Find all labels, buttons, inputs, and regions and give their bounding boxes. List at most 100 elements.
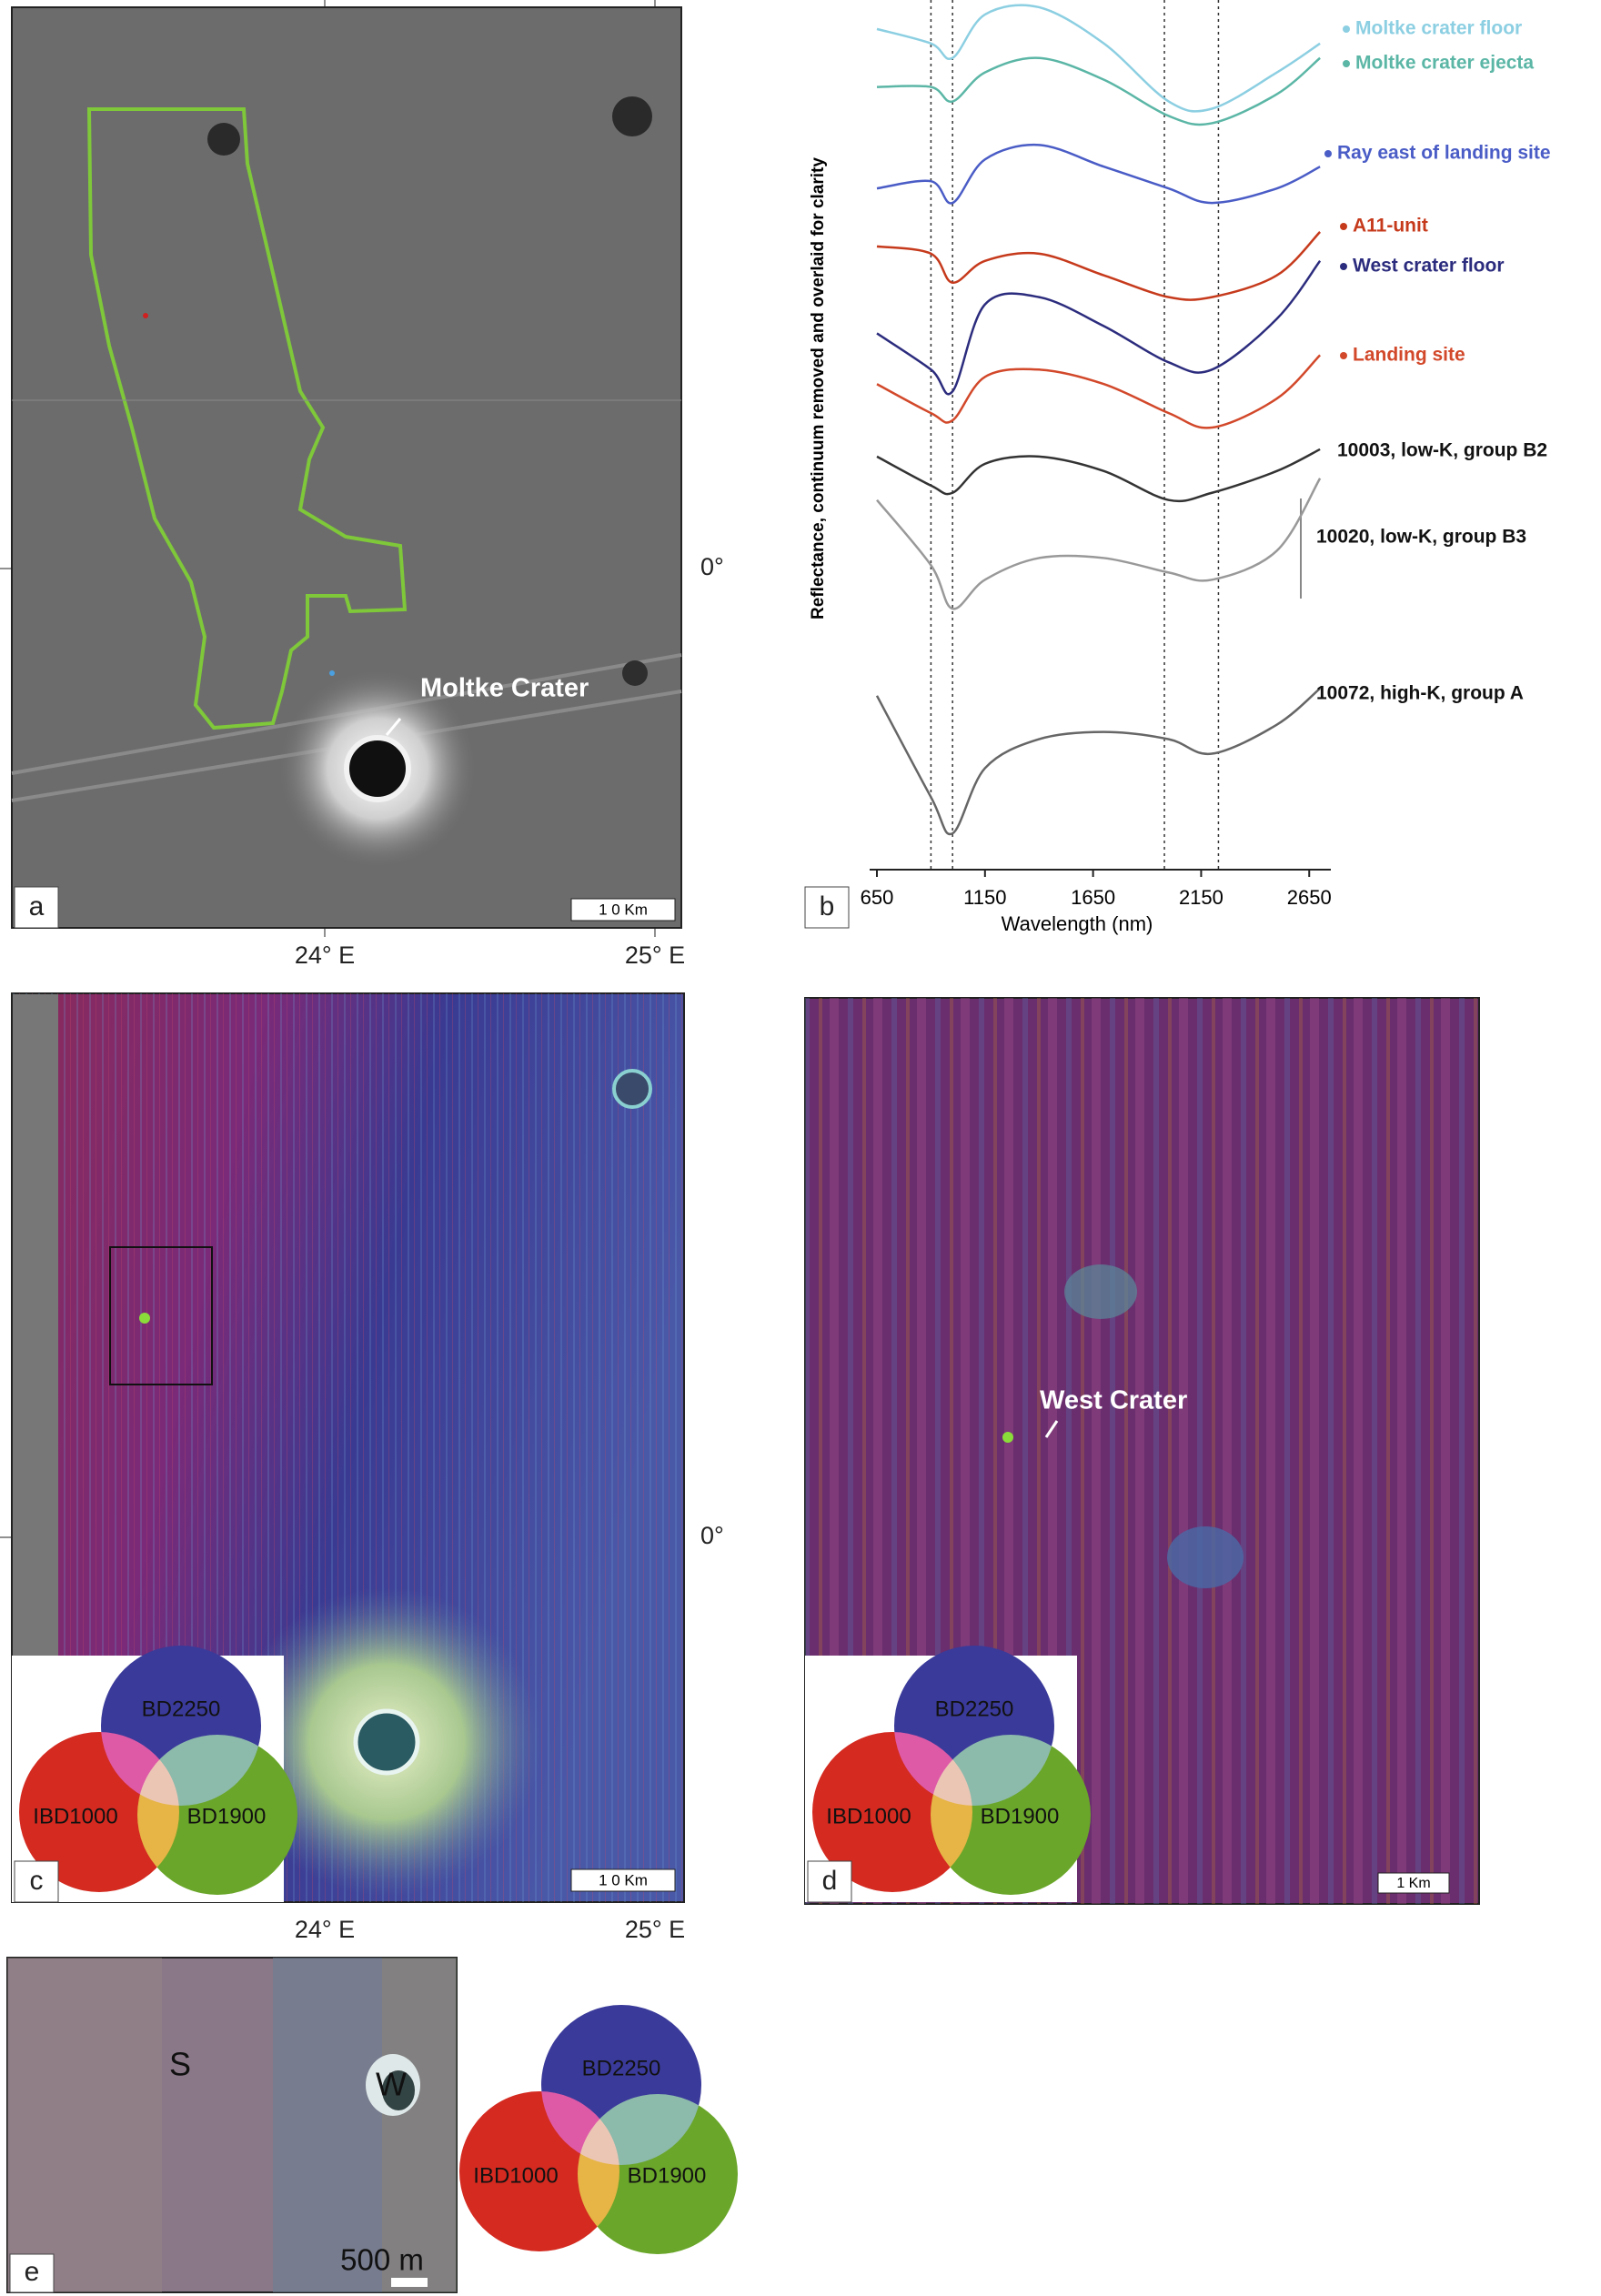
annotation: S	[169, 2046, 191, 2083]
spectrum-line	[876, 56, 1321, 126]
arrow	[1044, 1420, 1059, 1438]
spectrum-line	[876, 260, 1322, 396]
spectrum-line	[876, 4, 1321, 113]
legend-label: Ray east of landing site	[1337, 143, 1551, 164]
x-tick-label: 2150	[1179, 886, 1223, 909]
legend-label: BD1900	[981, 1804, 1060, 1828]
crater	[207, 123, 240, 156]
panel-b: Reflectance, continuum removed and overl…	[804, 0, 1551, 935]
crater	[344, 735, 411, 802]
x-axis-title: Wavelength (nm)	[1002, 912, 1153, 935]
marker	[1002, 1432, 1013, 1443]
scale-bar	[391, 2278, 428, 2287]
venn-circle	[101, 1646, 261, 1806]
scale-label: 1 0 Km	[599, 1871, 648, 1888]
panel-label: d	[822, 1866, 838, 1896]
scale-bar	[570, 1868, 676, 1892]
venn	[459, 2005, 738, 2254]
legend-label: 10003, low-K, group B2	[1337, 440, 1547, 461]
panel-label-box	[807, 1860, 852, 1903]
region-outline	[86, 107, 408, 730]
panel-d: West Crater IBD1000 BD1900 BD2250 1 Km d	[804, 997, 1480, 1905]
x-axis-label: 24° E	[295, 1916, 355, 1943]
panel-label-box	[14, 886, 59, 929]
legend-label: 10020, low-K, group B3	[1316, 527, 1526, 548]
legend-label: IBD1000	[826, 1804, 911, 1828]
legend-label: BD2250	[582, 2056, 661, 2080]
legend-label: Landing site	[1353, 345, 1465, 366]
legend-label: BD2250	[935, 1697, 1014, 1721]
y-axis-title: Reflectance, continuum removed and overl…	[809, 157, 828, 619]
arrow	[385, 718, 402, 736]
panel-label: b	[820, 891, 835, 921]
legend-label: BD1900	[628, 2163, 707, 2188]
panel-label-box	[9, 2253, 55, 2293]
legend-marker	[1340, 223, 1347, 230]
map-tile	[7, 1958, 162, 2292]
spectrum-line	[876, 143, 1321, 205]
map-tile	[382, 1958, 457, 2292]
x-tick-label: 1650	[1071, 886, 1115, 909]
annotation: West Crater	[1040, 1386, 1187, 1415]
panel-label-box	[14, 1860, 59, 1903]
panel-a: Moltke Crater 1 0 Km a 24° E 25° E 0°	[0, 0, 724, 969]
panel-c: IBD1000 BD1900 BD2250 1 0 Km c 24° E 25° E…	[0, 992, 724, 1943]
annotation: W	[376, 2066, 407, 2103]
legend-label: IBD1000	[473, 2163, 558, 2188]
legend-label: Moltke crater ejecta	[1355, 53, 1534, 74]
x-axis-label: 25° E	[625, 1916, 685, 1943]
legend-marker	[1343, 25, 1350, 33]
crater	[622, 660, 648, 686]
panel-e: S W 500 m e IBD1000 BD1900 BD2250	[6, 1957, 738, 2293]
y-axis-label: 0°	[700, 553, 724, 580]
crater	[382, 2070, 415, 2110]
panel-label: e	[25, 2257, 40, 2287]
venn	[812, 1646, 1091, 1895]
legend-label: IBD1000	[33, 1804, 117, 1828]
legend-label: BD2250	[142, 1697, 221, 1721]
scale-bar	[1377, 1872, 1450, 1894]
legend-marker	[1340, 352, 1347, 359]
map-tile	[273, 1958, 382, 2292]
crater	[1064, 1264, 1137, 1319]
x-axis-label: 25° E	[625, 942, 685, 969]
legend-marker	[1340, 263, 1347, 270]
venn-circle	[541, 2005, 701, 2165]
x-axis-label: 24° E	[295, 942, 355, 969]
spectrum-line	[876, 354, 1322, 429]
x-tick-label: 650	[861, 886, 894, 909]
crater	[612, 1069, 652, 1109]
crater	[1167, 1526, 1244, 1588]
panel-label: a	[29, 891, 45, 921]
scale-bar	[570, 898, 676, 921]
legend-label: 10072, high-K, group A	[1316, 683, 1524, 704]
scale-label: 1 0 Km	[599, 901, 648, 918]
crater	[353, 1708, 420, 1776]
spectrum-line	[876, 478, 1322, 610]
legend: IBD1000 BD1900 BD2250	[12, 1646, 297, 1902]
spectrum-line	[876, 231, 1322, 301]
legend-label: BD1900	[187, 1804, 267, 1828]
legend-marker	[1343, 60, 1350, 67]
spectrum-line	[875, 687, 1321, 836]
legend-label: Moltke crater floor	[1355, 18, 1522, 39]
legend-label: A11-unit	[1353, 216, 1428, 237]
annotation: Moltke Crater	[420, 674, 589, 703]
venn-circle	[894, 1646, 1054, 1806]
spectrum-line	[876, 448, 1321, 503]
x-tick-label: 2650	[1287, 886, 1332, 909]
scale-label: 500 m	[340, 2243, 424, 2277]
legend: IBD1000 BD1900 BD2250	[459, 2005, 738, 2254]
marker	[139, 1313, 150, 1324]
legend-label: West crater floor	[1353, 256, 1505, 277]
inset-box	[109, 1246, 213, 1385]
panel-label: c	[30, 1866, 44, 1896]
crater	[612, 96, 652, 136]
landing-marker	[143, 313, 148, 318]
marker	[329, 670, 335, 676]
x-tick-label: 1150	[963, 886, 1006, 909]
scale-label: 1 Km	[1396, 1876, 1430, 1891]
y-axis-label: 0°	[700, 1522, 724, 1549]
legend-marker	[1324, 150, 1332, 157]
venn	[19, 1646, 297, 1895]
